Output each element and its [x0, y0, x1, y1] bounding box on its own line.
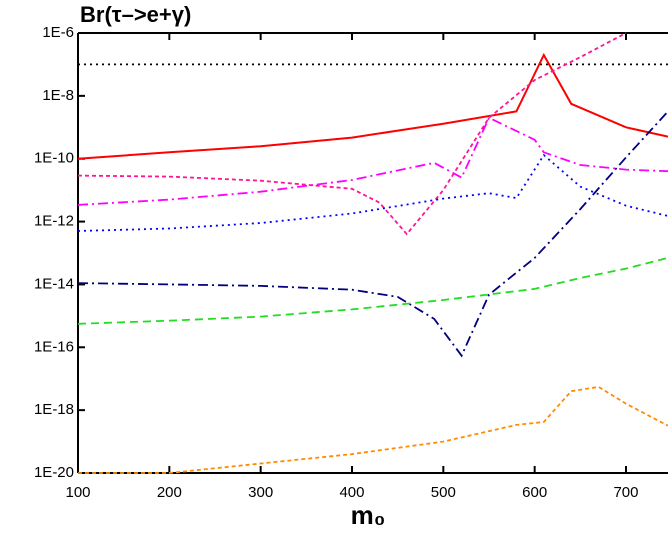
series-line [78, 116, 668, 206]
x-tick-label: 300 [248, 484, 273, 501]
x-axis-label: m₀ [351, 500, 386, 530]
y-tick-label: 1E-20 [34, 464, 74, 481]
y-tick-label: 1E-16 [34, 338, 74, 355]
y-tick-label: 1E-10 [34, 150, 74, 167]
x-tick-label: 200 [157, 484, 182, 501]
series-line [78, 153, 668, 232]
x-tick-label: 500 [431, 484, 456, 501]
x-tick-label: 400 [339, 484, 364, 501]
y-tick-label: 1E-8 [42, 87, 74, 104]
series-line [78, 257, 668, 325]
y-tick-label: 1E-12 [34, 213, 74, 230]
y-tick-label: 1E-6 [42, 24, 74, 41]
y-tick-label: 1E-18 [34, 401, 74, 418]
series-line [78, 52, 668, 160]
series-line [78, 32, 627, 236]
plot-area [78, 32, 668, 474]
series-line [78, 385, 668, 474]
series-line [78, 110, 668, 358]
x-tick-label: 100 [65, 484, 90, 501]
x-tick-label: 700 [613, 484, 638, 501]
chart-title: Br(τ–>e+γ) [80, 2, 191, 27]
y-tick-label: 1E-14 [34, 275, 74, 292]
x-tick-label: 600 [522, 484, 547, 501]
